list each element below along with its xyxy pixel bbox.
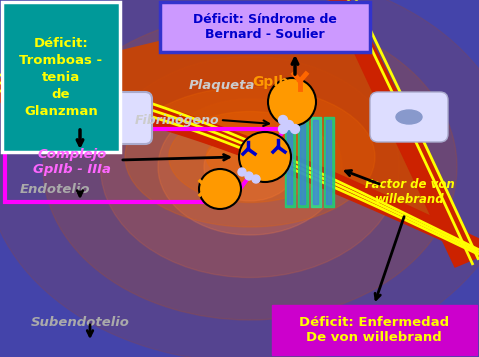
Polygon shape: [330, 0, 479, 267]
Text: Fibrinógeno: Fibrinógeno: [135, 114, 219, 126]
Ellipse shape: [285, 121, 294, 130]
Bar: [300, 120, 305, 204]
Text: Plaqueta: Plaqueta: [189, 79, 255, 91]
Polygon shape: [0, 0, 479, 267]
Bar: [324, 117, 334, 207]
Ellipse shape: [238, 168, 246, 176]
Text: Subendotelio: Subendotelio: [31, 316, 129, 328]
Text: Déficit:
Tromboas -
tenia
de
Glanzman: Déficit: Tromboas - tenia de Glanzman: [20, 36, 103, 117]
Ellipse shape: [278, 125, 287, 134]
Ellipse shape: [158, 99, 342, 235]
Bar: [285, 117, 295, 207]
Text: Factor de von
willebrand: Factor de von willebrand: [365, 178, 455, 206]
Ellipse shape: [43, 14, 457, 320]
Ellipse shape: [169, 111, 331, 202]
Ellipse shape: [199, 169, 241, 209]
Ellipse shape: [290, 125, 299, 134]
Ellipse shape: [268, 78, 316, 126]
Bar: [311, 117, 321, 207]
Ellipse shape: [101, 56, 399, 277]
FancyBboxPatch shape: [2, 2, 120, 152]
Ellipse shape: [252, 175, 260, 183]
Polygon shape: [0, 79, 479, 257]
Bar: [313, 120, 318, 204]
Text: GpIb: GpIb: [252, 75, 288, 89]
Text: Déficit: Enfermedad
De von willebrand: Déficit: Enfermedad De von willebrand: [299, 316, 449, 344]
Text: Déficit: Síndrome de
Bernard - Soulier: Déficit: Síndrome de Bernard - Soulier: [193, 13, 337, 41]
FancyBboxPatch shape: [272, 305, 477, 355]
Text: Complejo
GpIIb - IIIa: Complejo GpIIb - IIIa: [33, 148, 111, 176]
Bar: [287, 120, 292, 204]
Ellipse shape: [396, 110, 422, 124]
FancyBboxPatch shape: [58, 92, 152, 144]
FancyBboxPatch shape: [160, 2, 370, 52]
Ellipse shape: [204, 133, 296, 201]
Ellipse shape: [91, 110, 119, 126]
Ellipse shape: [125, 87, 375, 227]
Ellipse shape: [206, 132, 294, 181]
Bar: [326, 120, 331, 204]
Ellipse shape: [239, 132, 291, 182]
FancyBboxPatch shape: [370, 92, 448, 142]
Text: Endotelio: Endotelio: [20, 182, 90, 196]
Bar: [298, 117, 308, 207]
Ellipse shape: [278, 116, 287, 125]
Ellipse shape: [245, 172, 253, 180]
